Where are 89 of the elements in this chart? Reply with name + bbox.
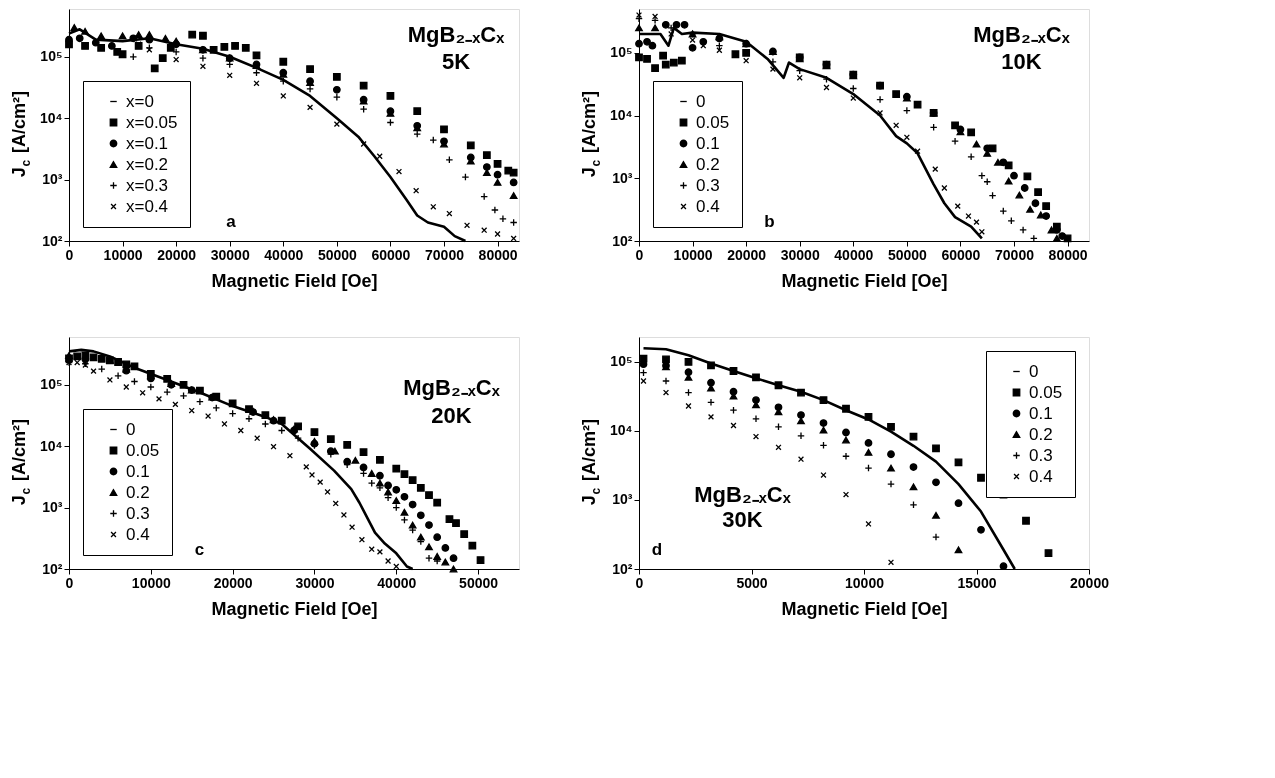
legend-label: x=0.3 [126, 175, 169, 195]
legend-label: 0.2 [1029, 424, 1053, 444]
y-tick-label: 10⁴ [40, 109, 63, 126]
legend-label: 0.2 [126, 482, 150, 502]
annotation: b [764, 212, 775, 232]
y-tick-label: 10² [612, 232, 633, 249]
x-tick-label: 0 [635, 574, 644, 591]
x-axis-title: Magnetic Field [Oe] [781, 598, 948, 619]
legend-label: 0.4 [1029, 466, 1053, 486]
legend-label: 0.1 [1029, 403, 1053, 423]
annotation: a [226, 212, 237, 232]
x-tick-label: 80000 [478, 246, 518, 263]
y-tick-label: 10² [42, 232, 63, 249]
y-tick-label: 10⁴ [610, 107, 633, 124]
annotation: MgB₂₋ₓCₓ [407, 21, 506, 47]
legend-label: 0 [1029, 361, 1039, 381]
legend-label: 0.05 [696, 112, 730, 132]
y-axis-title: Jc [A/cm²] [9, 90, 33, 178]
y-tick-label: 10⁵ [40, 376, 63, 393]
y-tick-label: 10³ [612, 169, 633, 186]
y-tick-label: 10² [612, 560, 633, 577]
x-tick-label: 10000 [673, 246, 713, 263]
x-tick-label: 15000 [957, 574, 997, 591]
annotation: 30K [722, 507, 763, 533]
legend-label: x=0.05 [126, 112, 178, 132]
y-tick-label: 10⁵ [610, 353, 633, 370]
y-tick-label: 10⁴ [610, 422, 633, 439]
y-tick-label: 10³ [612, 491, 633, 508]
x-tick-label: 50000 [459, 574, 499, 591]
x-tick-label: 30000 [780, 246, 820, 263]
x-tick-label: 70000 [425, 246, 465, 263]
x-tick-label: 40000 [264, 246, 304, 263]
x-tick-label: 30000 [210, 246, 250, 263]
y-tick-label: 10² [42, 560, 63, 577]
annotation: MgB₂₋ₓCₓ [973, 21, 1071, 47]
legend-label: 0.1 [696, 133, 720, 153]
legend-label: x=0.1 [126, 133, 169, 153]
annotation: MgB₂₋ₓCₓ [694, 481, 792, 507]
x-tick-label: 50000 [317, 246, 358, 263]
x-tick-label: 20000 [213, 574, 253, 591]
x-axis-title: Magnetic Field [Oe] [211, 598, 378, 619]
y-axis-title: Jc [A/cm²] [579, 418, 603, 506]
y-axis-title: Jc [A/cm²] [9, 418, 33, 506]
x-tick-label: 0 [635, 246, 644, 263]
annotation: d [651, 540, 663, 560]
x-tick-label: 10000 [131, 574, 171, 591]
annotation: 20K [431, 402, 472, 428]
legend-label: x=0.4 [126, 196, 169, 216]
annotation: MgB₂₋ₓCₓ [403, 375, 501, 401]
y-tick-label: 10³ [42, 499, 63, 516]
legend-label: 0.3 [1029, 445, 1053, 465]
legend-label: x=0 [126, 91, 154, 111]
x-axis-title: Magnetic Field [Oe] [211, 270, 378, 291]
annotation: 5K [441, 49, 471, 75]
y-tick-label: 10⁵ [610, 44, 633, 61]
x-tick-label: 60000 [941, 246, 981, 263]
legend-label: 0.3 [696, 175, 720, 195]
y-axis-title: Jc [A/cm²] [579, 90, 603, 178]
x-tick-label: 10000 [103, 246, 143, 263]
legend-label: x=0.2 [126, 154, 169, 174]
x-tick-label: 40000 [834, 246, 874, 263]
legend-label: 0.4 [696, 196, 720, 216]
annotation: c [194, 540, 205, 560]
legend-label: 0.3 [126, 503, 150, 523]
legend-label: 0.2 [696, 154, 720, 174]
x-tick-label: 80000 [1048, 246, 1088, 263]
legend-label: 0 [126, 419, 136, 439]
y-tick-label: 10³ [42, 171, 63, 188]
legend-label: 0 [696, 91, 706, 111]
y-tick-label: 10⁴ [40, 437, 63, 454]
legend-label: 0.4 [126, 524, 150, 544]
x-tick-label: 40000 [377, 574, 417, 591]
x-tick-label: 20000 [727, 246, 767, 263]
x-tick-label: 0 [65, 574, 74, 591]
x-tick-label: 30000 [295, 574, 335, 591]
x-tick-label: 60000 [371, 246, 411, 263]
x-axis-title: Magnetic Field [Oe] [781, 270, 948, 291]
x-tick-label: 10000 [845, 574, 885, 591]
x-tick-label: 50000 [887, 246, 928, 263]
x-tick-label: 0 [65, 246, 74, 263]
legend-label: 0.05 [126, 440, 160, 460]
legend-label: 0.05 [1029, 382, 1063, 402]
legend-label: 0.1 [126, 461, 150, 481]
x-tick-label: 70000 [995, 246, 1035, 263]
x-tick-label: 5000 [736, 574, 768, 591]
x-tick-label: 20000 [157, 246, 197, 263]
annotation: 10K [1001, 49, 1042, 75]
x-tick-label: 20000 [1070, 574, 1110, 591]
y-tick-label: 10⁵ [40, 48, 63, 65]
